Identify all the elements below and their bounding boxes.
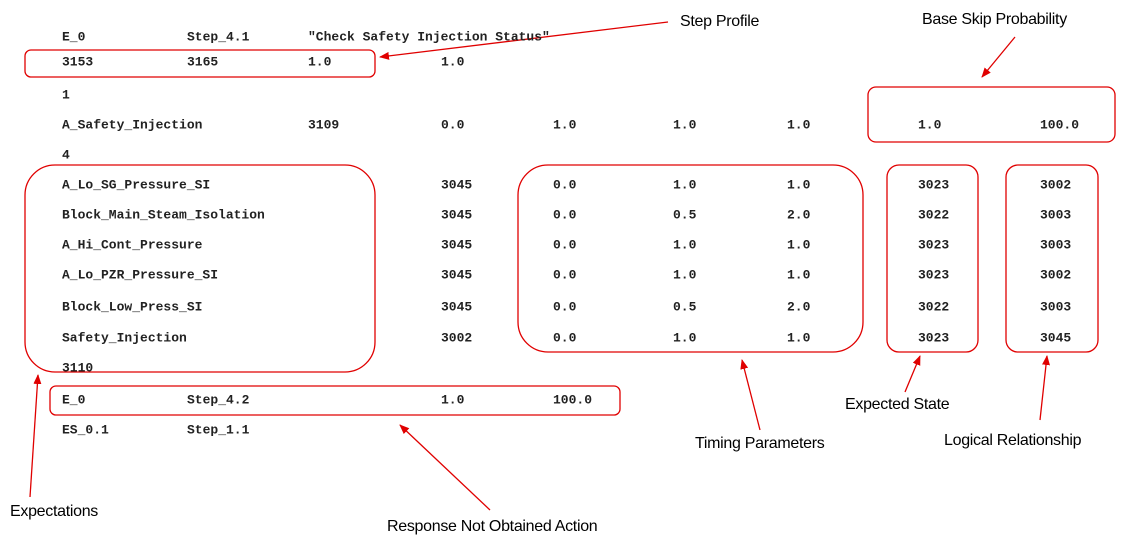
cell: 1.0: [787, 117, 811, 132]
cell: 1.0: [553, 117, 577, 132]
cell: 3022: [918, 299, 949, 314]
boxes: [24, 49, 1116, 416]
cell: A_Lo_PZR_Pressure_SI: [62, 267, 218, 282]
arrows: [29, 21, 1050, 511]
cell: 3022: [918, 207, 949, 222]
arrow: [1039, 355, 1050, 421]
label: Response Not Obtained Action: [387, 518, 597, 535]
cell: 1.0: [787, 330, 811, 345]
cell: 0.0: [553, 330, 577, 345]
expected-state-box: [886, 164, 979, 353]
cell: 3045: [441, 299, 472, 314]
cell: 3023: [918, 267, 949, 282]
cell: A_Lo_SG_Pressure_SI: [62, 177, 210, 192]
arrow: [29, 374, 42, 498]
cell: 3002: [1040, 177, 1071, 192]
cell: Block_Low_Press_SI: [62, 299, 202, 314]
cell: E_0: [62, 392, 86, 407]
cell: E_0: [62, 29, 86, 44]
arrow: [740, 359, 761, 431]
cell: 1.0: [787, 177, 811, 192]
cell: 3003: [1040, 237, 1071, 252]
cell: 3045: [441, 267, 472, 282]
cell: 0.5: [673, 207, 697, 222]
arrow: [981, 36, 1016, 78]
cell: 1: [62, 87, 70, 102]
cell: 0.0: [553, 177, 577, 192]
cell: A_Hi_Cont_Pressure: [62, 237, 203, 252]
cell: 3045: [441, 177, 472, 192]
cell: 1.0: [787, 237, 811, 252]
cell: Step_1.1: [187, 422, 250, 437]
arrow: [904, 355, 921, 393]
cell: 3045: [1040, 330, 1071, 345]
cell: A_Safety_Injection: [62, 117, 203, 132]
cell: 100.0: [1040, 117, 1079, 132]
label: Expected State: [845, 396, 950, 413]
cell: 4: [62, 147, 70, 162]
cell: 0.0: [441, 117, 465, 132]
arrow: [399, 424, 491, 511]
cell: 3153: [62, 54, 93, 69]
cell: 1.0: [441, 392, 465, 407]
cell: 2.0: [787, 207, 811, 222]
cell: 3002: [1040, 267, 1071, 282]
cell: 1.0: [673, 330, 697, 345]
cell: 3023: [918, 237, 949, 252]
cell: 1.0: [673, 177, 697, 192]
cell: 3109: [308, 117, 339, 132]
label: Base Skip Probability: [922, 11, 1067, 28]
cell: 100.0: [553, 392, 592, 407]
cell: 0.0: [553, 267, 577, 282]
cell: 3002: [441, 330, 472, 345]
cell: Safety_Injection: [62, 330, 187, 345]
cell: 3045: [441, 207, 472, 222]
label: Expectations: [10, 503, 98, 520]
cell: 3003: [1040, 299, 1071, 314]
cell: ES_0.1: [62, 422, 109, 437]
cell: 3165: [187, 54, 218, 69]
label: Timing Parameters: [695, 435, 825, 452]
cell: 1.0: [441, 54, 465, 69]
cell: 0.0: [553, 237, 577, 252]
cell: 2.0: [787, 299, 811, 314]
rno-box: [49, 385, 621, 416]
cell: 3023: [918, 177, 949, 192]
cell: Step_4.1: [187, 29, 250, 44]
base-skip-box: [867, 86, 1116, 143]
cell: 0.0: [553, 299, 577, 314]
cell: 1.0: [673, 267, 697, 282]
cell: 3003: [1040, 207, 1071, 222]
logical-box: [1005, 164, 1099, 353]
step-profile-box: [24, 49, 376, 78]
cell: 0.5: [673, 299, 697, 314]
cell: 1.0: [787, 267, 811, 282]
cell: 1.0: [308, 54, 332, 69]
cell: 1.0: [918, 117, 942, 132]
cell: 3045: [441, 237, 472, 252]
cell: 0.0: [553, 207, 577, 222]
label: Logical Relationship: [944, 432, 1082, 449]
cell: 1.0: [673, 237, 697, 252]
cell: "Check Safety Injection Status": [308, 29, 550, 44]
cell: 3023: [918, 330, 949, 345]
expectations-box: [24, 164, 376, 373]
label: Step Profile: [680, 13, 760, 30]
timing-box: [517, 164, 864, 353]
arrow: [379, 21, 669, 60]
cell: Block_Main_Steam_Isolation: [62, 207, 265, 222]
cell: Step_4.2: [187, 392, 250, 407]
cell: 3110: [62, 360, 93, 375]
cell: 1.0: [673, 117, 697, 132]
